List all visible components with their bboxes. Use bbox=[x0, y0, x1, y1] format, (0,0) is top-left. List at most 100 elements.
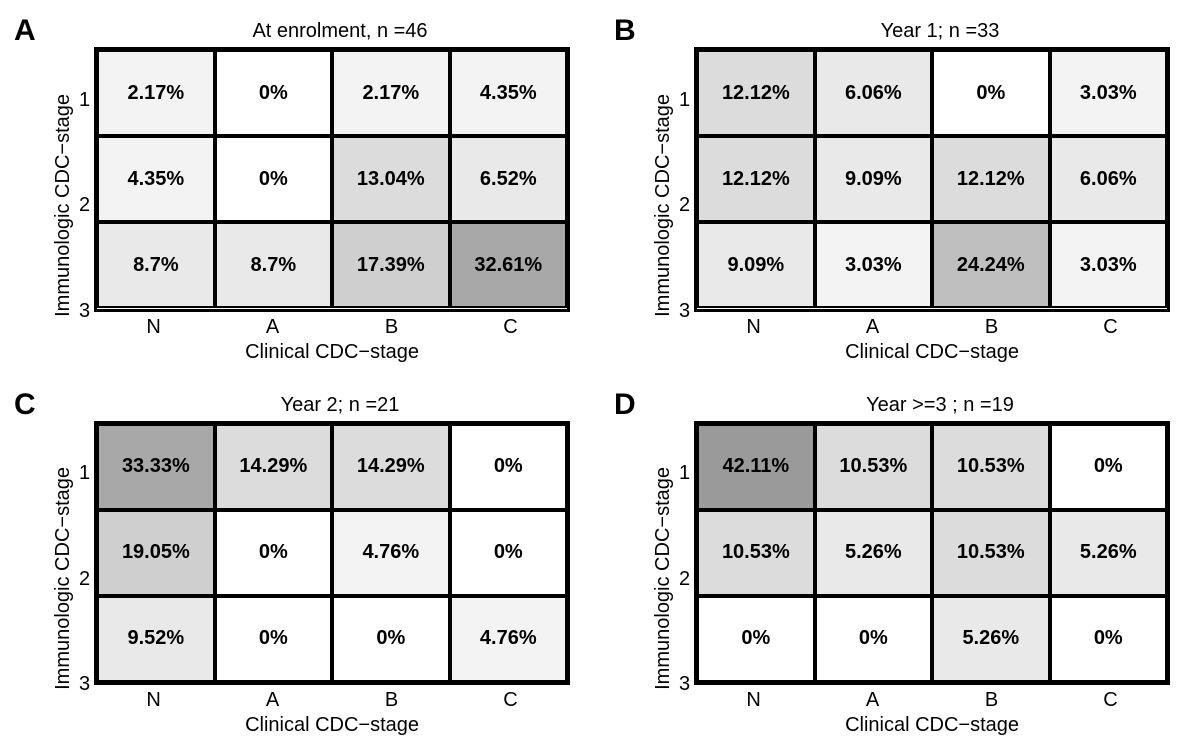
panel-C: C Year 2; n =21 Immunologic CDC−stage 1 … bbox=[10, 384, 580, 738]
heatmap-cell: 0% bbox=[1050, 596, 1167, 682]
y-tick: 2 bbox=[679, 195, 690, 215]
x-tick: B bbox=[332, 316, 451, 339]
x-ticks: N A B C bbox=[94, 689, 570, 712]
y-tick: 1 bbox=[679, 90, 690, 110]
y-tick: 2 bbox=[79, 195, 90, 215]
y-tick: 1 bbox=[679, 463, 690, 483]
y-tick: 2 bbox=[79, 569, 90, 589]
heat-wrap: 42.11%10.53%10.53%0%10.53%5.26%10.53%5.2… bbox=[694, 421, 1170, 738]
heatmap-cell: 4.76% bbox=[332, 510, 449, 596]
heatmap-cell: 9.52% bbox=[97, 596, 214, 682]
heatmap-cell: 5.26% bbox=[815, 510, 932, 596]
panel-body: At enrolment, n =46 Immunologic CDC−stag… bbox=[10, 10, 580, 364]
heatmap-cell: 0% bbox=[215, 50, 332, 136]
panel-grid: A At enrolment, n =46 Immunologic CDC−st… bbox=[10, 10, 1180, 737]
heatmap-cell: 14.29% bbox=[332, 424, 449, 510]
y-tick: 3 bbox=[679, 674, 690, 694]
heatmap-cell: 4.35% bbox=[450, 50, 567, 136]
heatmap-cell: 24.24% bbox=[932, 222, 1049, 308]
x-tick: N bbox=[694, 316, 813, 339]
x-axis-label: Clinical CDC−stage bbox=[694, 341, 1170, 364]
panel-D: D Year >=3 ; n =19 Immunologic CDC−stage… bbox=[610, 384, 1180, 738]
panel-title: At enrolment, n =46 bbox=[50, 20, 570, 43]
heatmap: 33.33%14.29%14.29%0%19.05%0%4.76%0%9.52%… bbox=[94, 421, 570, 686]
panel-title: Year >=3 ; n =19 bbox=[650, 394, 1170, 417]
y-ticks: 1 2 3 bbox=[77, 421, 94, 738]
panel-letter: C bbox=[14, 388, 36, 422]
heatmap-cell: 4.76% bbox=[450, 596, 567, 682]
x-ticks: N A B C bbox=[694, 689, 1170, 712]
panel-letter: A bbox=[14, 14, 36, 48]
heatmap-cell: 9.09% bbox=[815, 136, 932, 222]
y-axis-label: Immunologic CDC−stage bbox=[650, 94, 677, 317]
x-ticks: N A B C bbox=[94, 316, 570, 339]
heatmap-cell: 3.03% bbox=[815, 222, 932, 308]
y-tick: 1 bbox=[79, 463, 90, 483]
x-tick: N bbox=[694, 689, 813, 712]
panel-B: B Year 1; n =33 Immunologic CDC−stage 1 … bbox=[610, 10, 1180, 364]
x-tick: B bbox=[932, 316, 1051, 339]
panel-body: Year >=3 ; n =19 Immunologic CDC−stage 1… bbox=[610, 384, 1180, 738]
heatmap-cell: 0% bbox=[450, 510, 567, 596]
panel-body: Year 2; n =21 Immunologic CDC−stage 1 2 … bbox=[10, 384, 580, 738]
heatmap-cell: 42.11% bbox=[697, 424, 814, 510]
heatmap-cell: 4.35% bbox=[97, 136, 214, 222]
heatmap-cell: 0% bbox=[815, 596, 932, 682]
y-tick: 2 bbox=[679, 569, 690, 589]
y-ticks: 1 2 3 bbox=[77, 47, 94, 364]
heatmap-cell: 6.06% bbox=[1050, 136, 1167, 222]
chart-row: Immunologic CDC−stage 1 2 3 2.17%0%2.17%… bbox=[50, 47, 570, 364]
heatmap-cell: 0% bbox=[697, 596, 814, 682]
heatmap-cell: 10.53% bbox=[697, 510, 814, 596]
heatmap-cell: 17.39% bbox=[332, 222, 449, 308]
x-tick: B bbox=[932, 689, 1051, 712]
x-tick: A bbox=[813, 316, 932, 339]
heat-wrap: 12.12%6.06%0%3.03%12.12%9.09%12.12%6.06%… bbox=[694, 47, 1170, 364]
x-axis-label: Clinical CDC−stage bbox=[94, 714, 570, 737]
heatmap: 2.17%0%2.17%4.35%4.35%0%13.04%6.52%8.7%8… bbox=[94, 47, 570, 312]
heatmap-cell: 0% bbox=[450, 424, 567, 510]
chart-row: Immunologic CDC−stage 1 2 3 42.11%10.53%… bbox=[650, 421, 1170, 738]
x-tick: C bbox=[451, 316, 570, 339]
heatmap-cell: 10.53% bbox=[932, 424, 1049, 510]
heatmap-cell: 13.04% bbox=[332, 136, 449, 222]
x-tick: N bbox=[94, 689, 213, 712]
heat-wrap: 33.33%14.29%14.29%0%19.05%0%4.76%0%9.52%… bbox=[94, 421, 570, 738]
heatmap-cell: 0% bbox=[215, 136, 332, 222]
y-axis-label: Immunologic CDC−stage bbox=[50, 94, 77, 317]
heatmap: 42.11%10.53%10.53%0%10.53%5.26%10.53%5.2… bbox=[694, 421, 1170, 686]
heatmap-cell: 8.7% bbox=[97, 222, 214, 308]
x-tick: A bbox=[213, 689, 332, 712]
x-tick: C bbox=[1051, 689, 1170, 712]
x-tick: A bbox=[813, 689, 932, 712]
panel-title: Year 1; n =33 bbox=[650, 20, 1170, 43]
x-axis-label: Clinical CDC−stage bbox=[694, 714, 1170, 737]
heatmap-cell: 32.61% bbox=[450, 222, 567, 308]
y-ticks: 1 2 3 bbox=[677, 47, 694, 364]
heatmap-cell: 12.12% bbox=[697, 136, 814, 222]
y-tick: 1 bbox=[79, 90, 90, 110]
heatmap-cell: 6.06% bbox=[815, 50, 932, 136]
heatmap-cell: 10.53% bbox=[932, 510, 1049, 596]
heatmap-cell: 2.17% bbox=[332, 50, 449, 136]
panel-letter: B bbox=[614, 14, 636, 48]
heatmap-cell: 0% bbox=[215, 510, 332, 596]
x-tick: A bbox=[213, 316, 332, 339]
y-tick: 3 bbox=[79, 301, 90, 321]
heat-wrap: 2.17%0%2.17%4.35%4.35%0%13.04%6.52%8.7%8… bbox=[94, 47, 570, 364]
y-tick: 3 bbox=[79, 674, 90, 694]
chart-row: Immunologic CDC−stage 1 2 3 33.33%14.29%… bbox=[50, 421, 570, 738]
heatmap-cell: 0% bbox=[932, 50, 1049, 136]
heatmap-cell: 12.12% bbox=[697, 50, 814, 136]
x-tick: B bbox=[332, 689, 451, 712]
heatmap-cell: 10.53% bbox=[815, 424, 932, 510]
heatmap-cell: 19.05% bbox=[97, 510, 214, 596]
y-ticks: 1 2 3 bbox=[677, 421, 694, 738]
heatmap-cell: 6.52% bbox=[450, 136, 567, 222]
panel-letter: D bbox=[614, 388, 636, 422]
x-ticks: N A B C bbox=[694, 316, 1170, 339]
heatmap-cell: 5.26% bbox=[932, 596, 1049, 682]
heatmap-cell: 3.03% bbox=[1050, 222, 1167, 308]
x-tick: C bbox=[451, 689, 570, 712]
heatmap: 12.12%6.06%0%3.03%12.12%9.09%12.12%6.06%… bbox=[694, 47, 1170, 312]
